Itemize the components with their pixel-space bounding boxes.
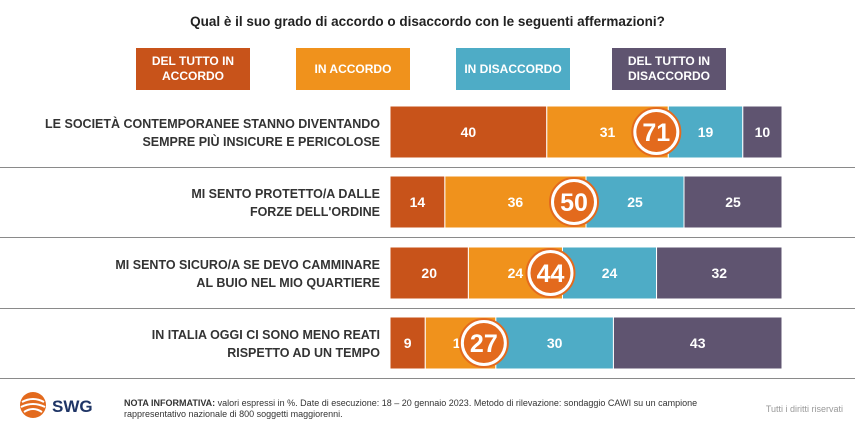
legend-in-disaccordo: IN DISACCORDO: [456, 48, 570, 90]
value-label-in-accordo-row-0: 31: [600, 124, 616, 140]
value-label-del-tutto-accordo-row-2: 20: [421, 265, 437, 281]
row-label-3: IN ITALIA OGGI CI SONO MENO REATI RISPET…: [151, 328, 380, 360]
bar-del-tutto-disaccordo-row-2: [656, 246, 783, 300]
row-label-1: MI SENTO PROTETTO/A DALLE FORZE DELL'ORD…: [191, 187, 380, 219]
total-bubble-fill-row-1: [554, 182, 594, 222]
row-separator: [0, 167, 855, 168]
value-label-del-tutto-disaccordo-row-1: 25: [725, 194, 741, 210]
row-label-0: LE SOCIETÀ CONTEMPORANEE STANNO DIVENTAN…: [45, 117, 380, 149]
value-label-in-disaccordo-row-3: 30: [547, 335, 563, 351]
note-label: NOTA INFORMATIVA:: [124, 398, 216, 408]
total-accordo-label-row-2: 44: [537, 260, 565, 288]
bar-del-tutto-disaccordo-row-1: [683, 175, 783, 229]
value-label-del-tutto-accordo-row-1: 14: [410, 194, 426, 210]
rights-text: Tutti i diritti riservati: [765, 404, 843, 414]
value-label-in-disaccordo-row-1: 25: [627, 194, 643, 210]
logo-text: SWG: [52, 397, 93, 416]
bar-del-tutto-accordo-row-2: [389, 246, 469, 300]
total-accordo-label-row-0: 71: [642, 119, 670, 147]
value-label-in-disaccordo-row-0: 19: [698, 124, 714, 140]
value-label-in-disaccordo-row-2: 24: [602, 265, 618, 281]
total-accordo-label-row-3: 27: [470, 330, 498, 358]
value-label-del-tutto-disaccordo-row-0: 10: [755, 124, 771, 140]
value-label-in-accordo-row-1: 36: [508, 194, 524, 210]
row-separator: [0, 237, 855, 238]
bar-in-disaccordo-row-1: [585, 175, 685, 229]
chart-title: Qual è il suo grado di accordo o disacco…: [190, 14, 665, 29]
total-bubble-fill-row-2: [530, 253, 571, 293]
bar-del-tutto-accordo-row-0: [389, 105, 548, 159]
value-label-del-tutto-disaccordo-row-2: 32: [711, 265, 727, 281]
value-label-in-accordo-row-2: 24: [508, 265, 524, 281]
total-accordo-label-row-1: 50: [560, 189, 588, 217]
total-bubble-fill-row-3: [463, 323, 504, 363]
legend-in-accordo: IN ACCORDO: [296, 48, 410, 90]
total-bubble-fill-row-0: [636, 112, 677, 152]
value-label-del-tutto-disaccordo-row-3: 43: [690, 335, 706, 351]
value-label-del-tutto-accordo-row-0: 40: [461, 124, 477, 140]
bar-in-disaccordo-row-2: [561, 246, 658, 300]
swg-logo: SWG: [20, 392, 93, 418]
footer-note: NOTA INFORMATIVA: valori espressi in %. …: [124, 398, 724, 420]
row-label-2: MI SENTO SICURO/A SE DEVO CAMMINARE AL B…: [115, 258, 380, 290]
legend-del-tutto-disaccordo: DEL TUTTO IN DISACCORDO: [612, 48, 726, 90]
value-label-del-tutto-accordo-row-3: 9: [404, 335, 412, 351]
bar-in-disaccordo-row-3: [495, 316, 614, 370]
bar-del-tutto-accordo-row-1: [389, 175, 446, 229]
bar-del-tutto-disaccordo-row-3: [612, 316, 783, 370]
row-separator: [0, 308, 855, 309]
bar-del-tutto-disaccordo-row-0: [742, 105, 783, 159]
legend-del-tutto-accordo: DEL TUTTO IN ACCORDO: [136, 48, 250, 90]
note-text: valori espressi in %. Date di esecuzione…: [124, 398, 698, 419]
row-separator: [0, 378, 855, 379]
